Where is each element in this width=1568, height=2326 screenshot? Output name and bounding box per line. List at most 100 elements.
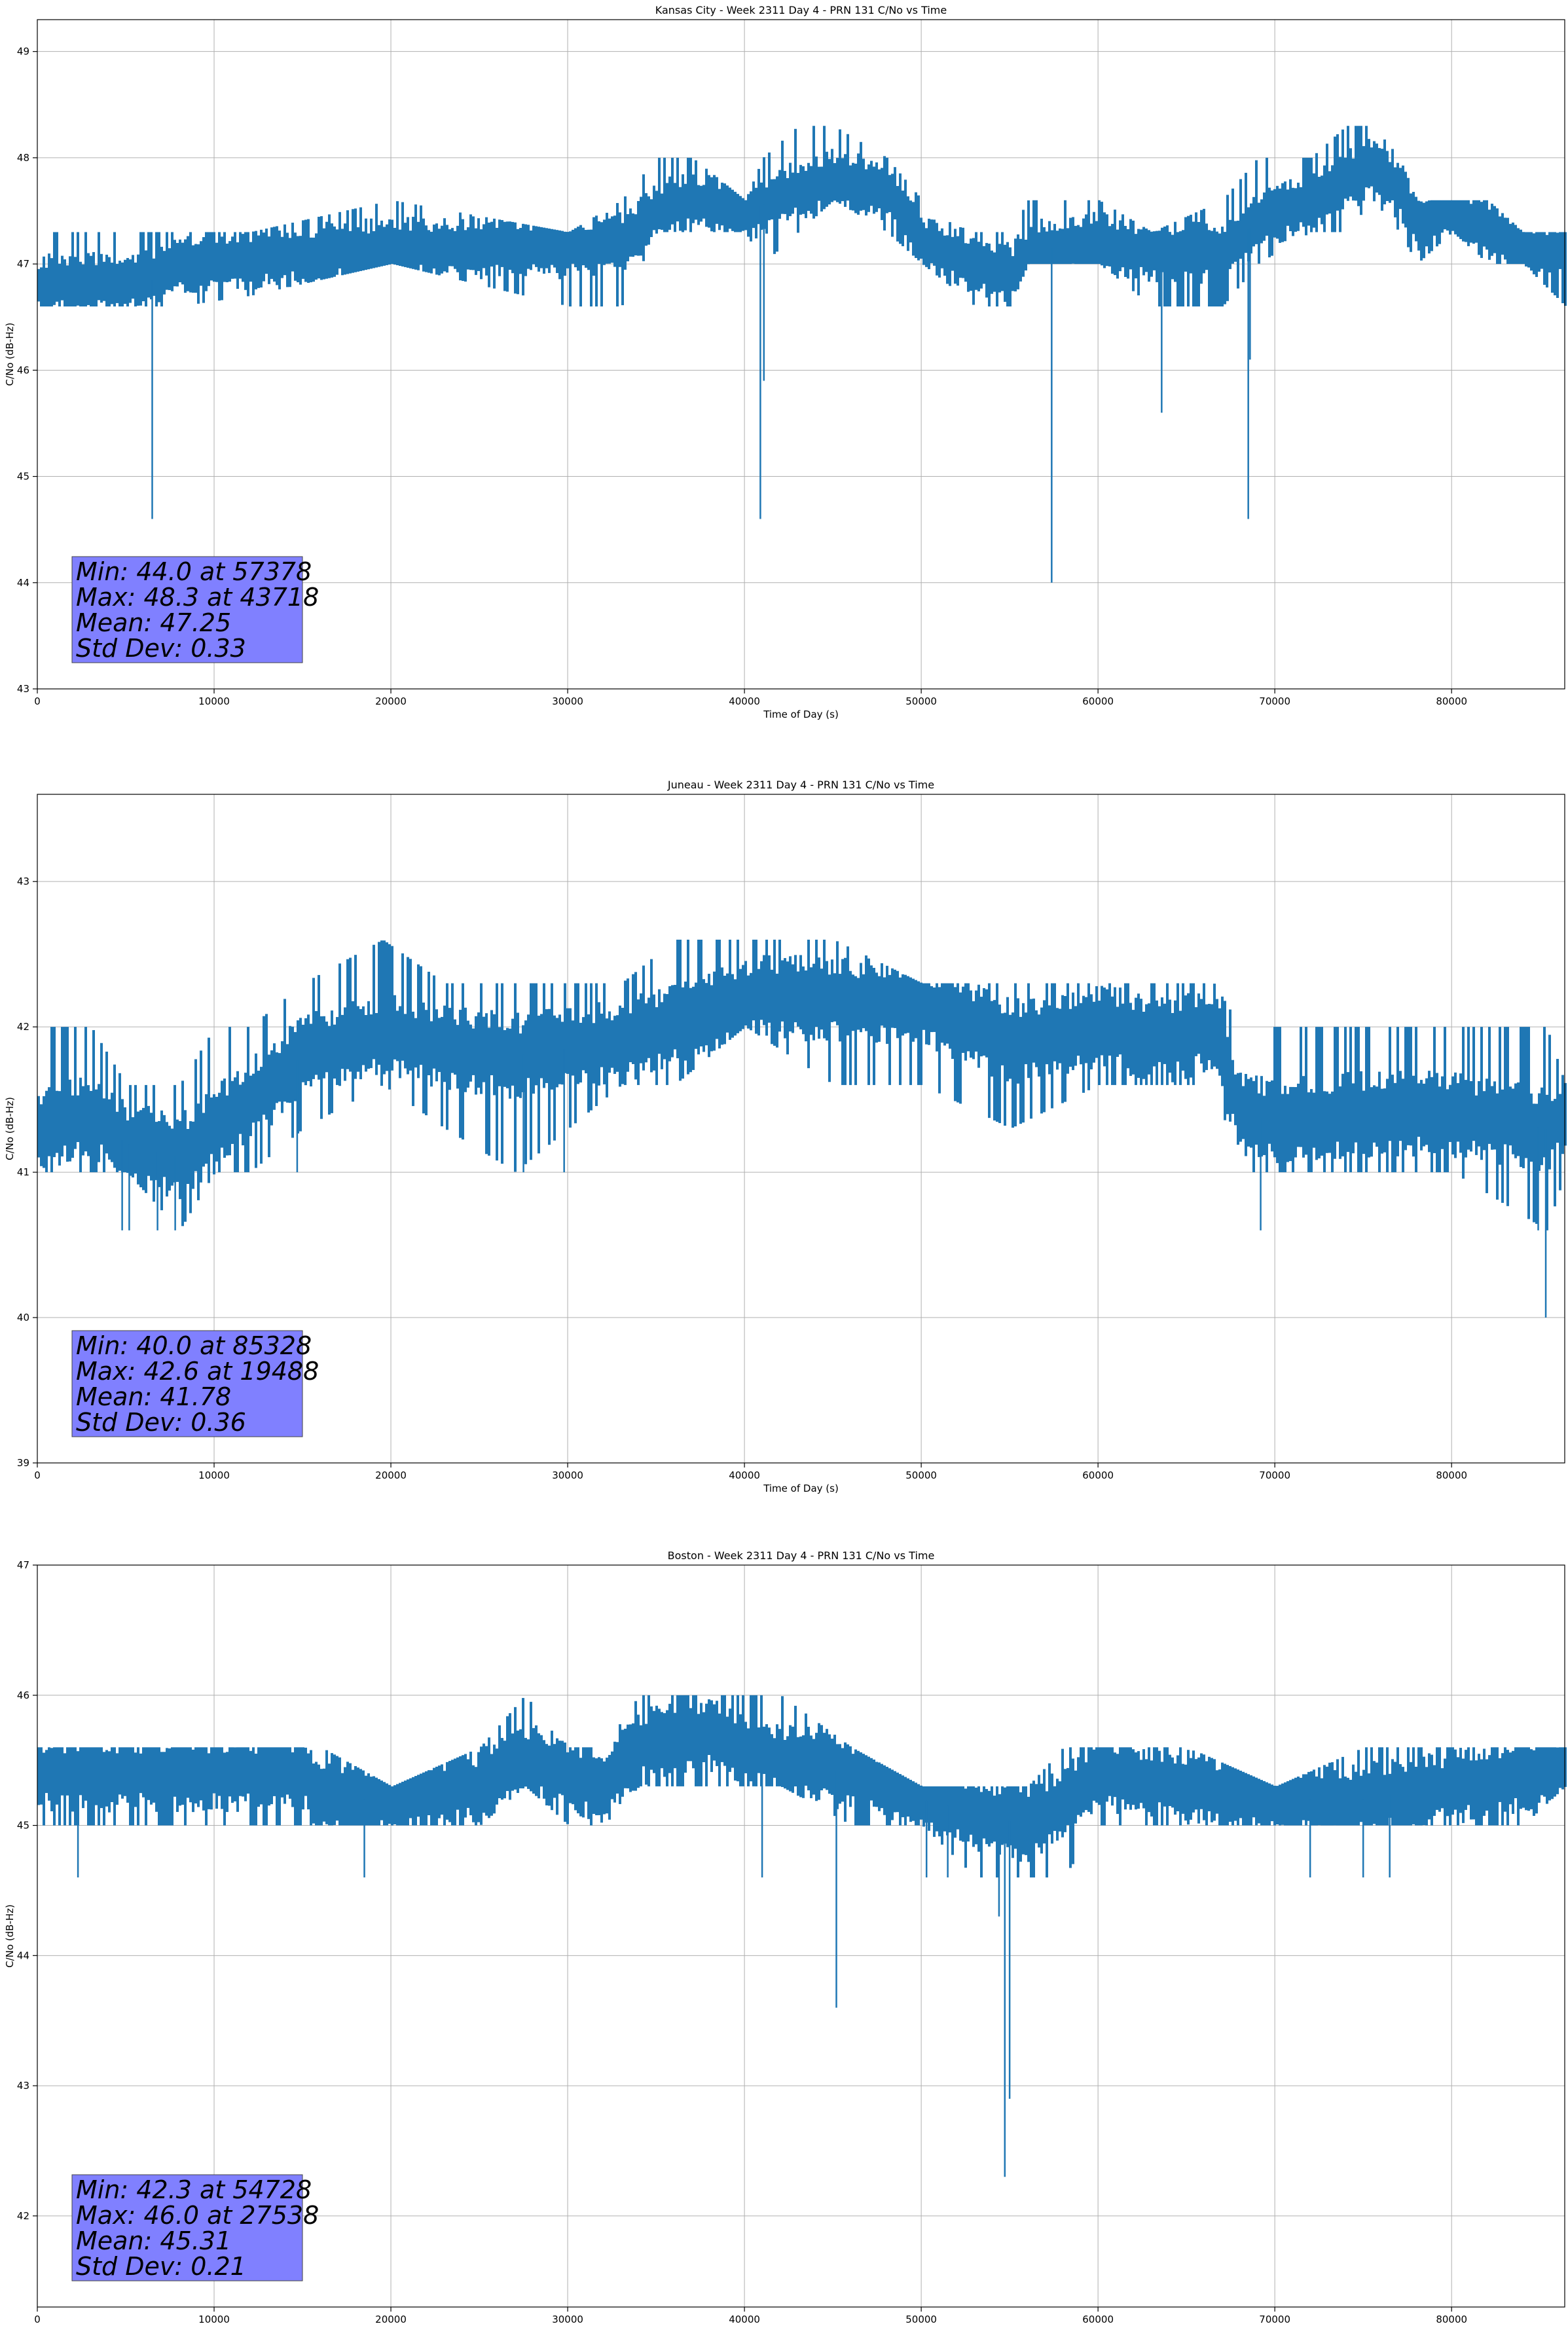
cno-band-segment (964, 983, 967, 1061)
cno-band-segment (1004, 244, 1006, 302)
cno-band-segment (283, 224, 286, 276)
cno-band-segment (1156, 1747, 1158, 1826)
cno-band-segment (1533, 1750, 1535, 1817)
cno-band-segment (682, 1695, 684, 1786)
cno-band-segment (1048, 221, 1051, 265)
cno-band-segment (187, 1129, 189, 1184)
cno-band-segment (655, 1007, 658, 1085)
cno-band-segment (1486, 1079, 1488, 1194)
cno-band-segment (1129, 219, 1132, 270)
cno-band-segment (1174, 221, 1176, 282)
cno-band-segment (1234, 221, 1237, 262)
cno-band-segment (1404, 1027, 1407, 1151)
cno-band-segment (1551, 232, 1554, 293)
cno-band-segment (1205, 223, 1208, 270)
cno-band-segment (1559, 1094, 1561, 1191)
cno-band-segment (852, 162, 854, 211)
cno-band-segment (1030, 1783, 1032, 1878)
cno-band-segment (514, 1707, 517, 1790)
cno-band-segment (242, 1747, 244, 1797)
cno-band-segment (1496, 1093, 1499, 1200)
cno-band-segment (95, 1747, 98, 1805)
cno-band-segment (865, 169, 867, 216)
cno-band-segment (1056, 1779, 1059, 1841)
cno-band-segment (1229, 219, 1231, 269)
cno-band-segment (1032, 200, 1035, 265)
cno-band-segment (446, 1762, 448, 1820)
cno-band-segment (1357, 1750, 1360, 1826)
cno-band-segment (799, 1736, 802, 1798)
cno-band-segment (391, 219, 393, 265)
cno-band-segment (1376, 1762, 1378, 1826)
cno-band-segment (1514, 1083, 1517, 1158)
cno-band-segment (721, 1695, 723, 1762)
cno-band-segment (870, 1758, 873, 1801)
cno-band-segment (1355, 1771, 1357, 1826)
x-tick-label: 20000 (375, 695, 407, 707)
cno-band-segment (849, 970, 852, 1085)
cno-band-segment (192, 245, 194, 293)
cno-band-segment (289, 1025, 291, 1103)
cno-band-segment (393, 1785, 396, 1824)
cno-band-segment (600, 222, 603, 306)
cno-band-segment (511, 1733, 514, 1791)
x-tick-label: 10000 (198, 1469, 230, 1481)
stats-line: Max: 46.0 at 27538 (76, 2201, 319, 2230)
cno-band-segment (1326, 143, 1328, 215)
cno-band-segment (692, 986, 695, 1070)
cno-band-segment (268, 236, 270, 284)
cno-band-segment (729, 1708, 731, 1772)
cno-band-segment (1255, 160, 1258, 244)
cno-band-segment (1030, 999, 1032, 1119)
cno-band-segment (1260, 1780, 1263, 1826)
cno-band-segment (1142, 1012, 1145, 1079)
cno-band-segment (742, 1695, 744, 1786)
cno-band-segment (1535, 1103, 1538, 1224)
cno-band-segment (894, 167, 896, 220)
cno-band-segment (1412, 1747, 1415, 1824)
cno-band-segment (312, 1763, 315, 1824)
cno-band-segment (713, 175, 716, 232)
cno-band-segment (441, 225, 443, 274)
cno-band-segment (234, 1077, 236, 1173)
cno-band-segment (265, 229, 268, 274)
cno-band-segment (1305, 1027, 1307, 1155)
cno-band-segment (1114, 1752, 1116, 1798)
cno-band-segment (1145, 1004, 1148, 1085)
cno-band-segment (1334, 1027, 1336, 1159)
cno-band-segment (1470, 204, 1472, 243)
cno-band-segment (682, 174, 684, 232)
cno-band-segment (380, 220, 383, 267)
cno-band-segment (422, 1772, 425, 1826)
cno-band-segment (74, 257, 77, 306)
cno-band-segment (477, 1752, 480, 1822)
cno-band-segment (1425, 1078, 1428, 1145)
cno-band-segment (985, 989, 988, 1058)
cno-band-segment (1200, 210, 1203, 284)
cno-band-segment (1184, 1764, 1187, 1821)
cno-band-segment (590, 229, 593, 306)
cno-band-segment (799, 164, 802, 215)
cno-band-segment (501, 220, 503, 267)
cno-band-segment (53, 1027, 56, 1158)
cno-band-segment (1114, 987, 1116, 1085)
cno-band-segment (1127, 229, 1129, 279)
cno-band-segment (548, 1745, 551, 1806)
cno-band-segment (949, 1786, 951, 1833)
cno-band-segment (362, 231, 365, 271)
cno-band-segment (92, 1747, 95, 1826)
cno-band-segment (320, 216, 323, 280)
cno-band-segment (150, 232, 153, 300)
cno-band-segment (446, 225, 448, 273)
cno-band-segment (69, 256, 71, 306)
cno-band-segment (1116, 229, 1119, 279)
cno-band-segment (912, 202, 915, 256)
cno-band-segment (1043, 227, 1046, 265)
cno-band-segment (475, 228, 477, 275)
cno-band-segment (145, 1084, 147, 1193)
y-tick-label: 42 (17, 2210, 29, 2222)
y-tick-label: 44 (17, 577, 29, 589)
cno-band-segment (333, 1754, 336, 1825)
cno-band-segment (603, 1761, 606, 1815)
cno-band-segment (1548, 1035, 1551, 1170)
